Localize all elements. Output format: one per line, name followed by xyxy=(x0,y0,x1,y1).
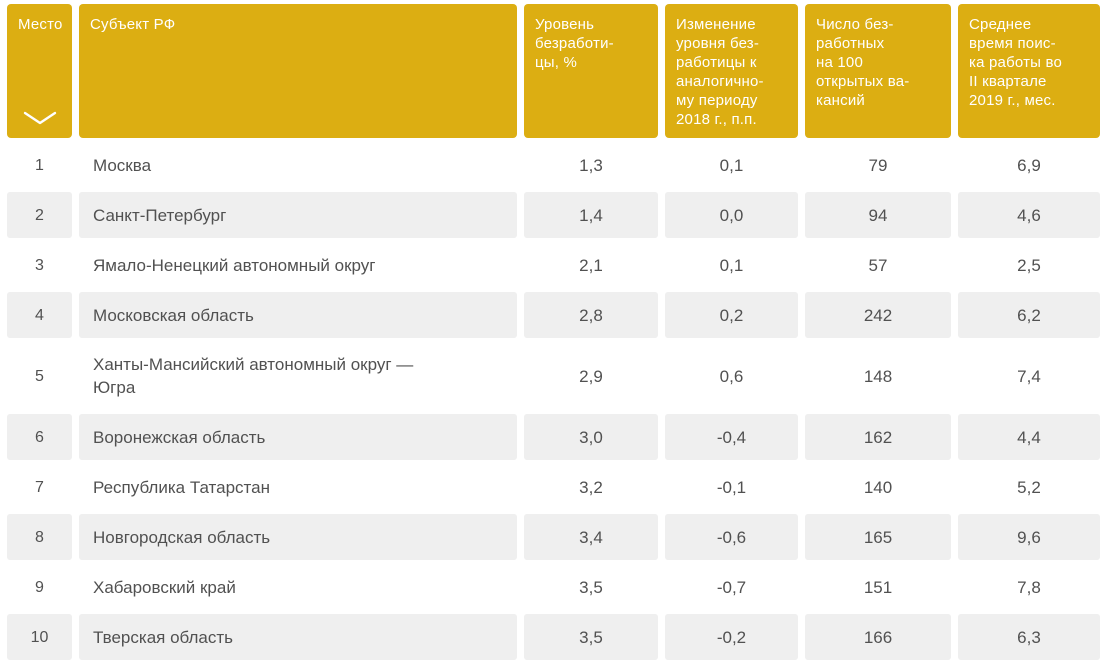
per100-cell: 148 xyxy=(805,342,951,410)
rate-cell: 3,5 xyxy=(524,564,658,610)
table-row: 7 Республика Татарстан 3,2 -0,1 140 5,2 xyxy=(7,464,1100,510)
region-cell: Тверская область xyxy=(79,614,517,660)
change-cell: 0,2 xyxy=(665,292,798,338)
per100-cell: 57 xyxy=(805,242,951,288)
column-header-region[interactable]: Субъект РФ xyxy=(79,4,517,138)
region-cell: Воронежская область xyxy=(79,414,517,460)
table-row: 10 Тверская область 3,5 -0,2 166 6,3 xyxy=(7,614,1100,660)
table-row: 9 Хабаровский край 3,5 -0,7 151 7,8 xyxy=(7,564,1100,610)
region-name: Республика Татарстан xyxy=(93,477,270,497)
change-cell: 0,0 xyxy=(665,192,798,238)
region-cell: Хабаровский край xyxy=(79,564,517,610)
per100-cell: 94 xyxy=(805,192,951,238)
search-time-cell: 4,4 xyxy=(958,414,1100,460)
rate-cell: 2,9 xyxy=(524,342,658,410)
column-header-change-label: Изменение уровня без- работицы к аналоги… xyxy=(676,16,764,128)
place-cell: 10 xyxy=(7,614,72,660)
rate-cell: 1,4 xyxy=(524,192,658,238)
search-time-cell: 5,2 xyxy=(958,464,1100,510)
table-row: 3 Ямало-Ненецкий автономный округ 2,1 0,… xyxy=(7,242,1100,288)
table-row: 1 Москва 1,3 0,1 79 6,9 xyxy=(7,142,1100,188)
place-cell: 1 xyxy=(7,142,72,188)
per100-cell: 242 xyxy=(805,292,951,338)
region-name: Хабаровский край xyxy=(93,577,236,597)
region-cell: Ханты-Мансийский автономный округ — Югра xyxy=(79,342,517,410)
rate-cell: 2,1 xyxy=(524,242,658,288)
search-time-cell: 9,6 xyxy=(958,514,1100,560)
column-header-per100-label: Число без- работных на 100 открытых ва- … xyxy=(816,16,910,109)
rate-cell: 1,3 xyxy=(524,142,658,188)
search-time-cell: 2,5 xyxy=(958,242,1100,288)
column-header-per100[interactable]: Число без- работных на 100 открытых ва- … xyxy=(805,4,951,138)
table-row: 5 Ханты-Мансийский автономный округ — Юг… xyxy=(7,342,1100,410)
region-name: Москва xyxy=(93,155,152,175)
column-header-place-label: Место xyxy=(18,16,63,33)
region-cell: Новгородская область xyxy=(79,514,517,560)
place-cell: 7 xyxy=(7,464,72,510)
rate-cell: 3,2 xyxy=(524,464,658,510)
search-time-cell: 6,3 xyxy=(958,614,1100,660)
change-cell: -0,7 xyxy=(665,564,798,610)
change-cell: -0,1 xyxy=(665,464,798,510)
region-name: Воронежская область xyxy=(93,427,266,447)
change-cell: 0,6 xyxy=(665,342,798,410)
per100-cell: 162 xyxy=(805,414,951,460)
region-name: Санкт-Петербург xyxy=(93,205,227,225)
column-header-rate-label: Уровень безработи- цы, % xyxy=(535,16,614,71)
change-cell: -0,6 xyxy=(665,514,798,560)
search-time-cell: 7,4 xyxy=(958,342,1100,410)
change-cell: 0,1 xyxy=(665,142,798,188)
rate-cell: 3,5 xyxy=(524,614,658,660)
per100-cell: 165 xyxy=(805,514,951,560)
region-name: Ямало-Ненецкий автономный округ xyxy=(93,255,376,275)
column-header-region-label: Субъект РФ xyxy=(90,16,176,33)
table-row: 8 Новгородская область 3,4 -0,6 165 9,6 xyxy=(7,514,1100,560)
search-time-cell: 4,6 xyxy=(958,192,1100,238)
column-header-place[interactable]: Место xyxy=(7,4,72,138)
region-cell: Санкт-Петербург xyxy=(79,192,517,238)
per100-cell: 151 xyxy=(805,564,951,610)
place-cell: 4 xyxy=(7,292,72,338)
chevron-down-icon xyxy=(23,111,57,125)
rate-cell: 3,0 xyxy=(524,414,658,460)
per100-cell: 166 xyxy=(805,614,951,660)
change-cell: -0,2 xyxy=(665,614,798,660)
column-header-search-time[interactable]: Среднее время поис- ка работы во II квар… xyxy=(958,4,1100,138)
region-cell: Республика Татарстан xyxy=(79,464,517,510)
search-time-cell: 6,9 xyxy=(958,142,1100,188)
region-cell: Ямало-Ненецкий автономный округ xyxy=(79,242,517,288)
region-name: Московская область xyxy=(93,305,254,325)
place-cell: 6 xyxy=(7,414,72,460)
place-cell: 8 xyxy=(7,514,72,560)
place-cell: 9 xyxy=(7,564,72,610)
search-time-cell: 7,8 xyxy=(958,564,1100,610)
rate-cell: 3,4 xyxy=(524,514,658,560)
per100-cell: 140 xyxy=(805,464,951,510)
change-cell: 0,1 xyxy=(665,242,798,288)
region-name: Новгородская область xyxy=(93,527,271,547)
place-cell: 5 xyxy=(7,342,72,410)
column-header-rate[interactable]: Уровень безработи- цы, % xyxy=(524,4,658,138)
rate-cell: 2,8 xyxy=(524,292,658,338)
table-row: 2 Санкт-Петербург 1,4 0,0 94 4,6 xyxy=(7,192,1100,238)
table-row: 6 Воронежская область 3,0 -0,4 162 4,4 xyxy=(7,414,1100,460)
column-header-change[interactable]: Изменение уровня без- работицы к аналоги… xyxy=(665,4,798,138)
region-name: Тверская область xyxy=(93,627,234,647)
per100-cell: 79 xyxy=(805,142,951,188)
region-cell: Москва xyxy=(79,142,517,188)
column-header-search-time-label: Среднее время поис- ка работы во II квар… xyxy=(969,16,1063,109)
table-row: 4 Московская область 2,8 0,2 242 6,2 xyxy=(7,292,1100,338)
change-cell: -0,4 xyxy=(665,414,798,460)
place-cell: 2 xyxy=(7,192,72,238)
region-cell: Московская область xyxy=(79,292,517,338)
region-name: Ханты-Мансийский автономный округ — Югра xyxy=(93,355,414,397)
header-row: Место Субъект РФ Уровень безработи- цы, … xyxy=(7,4,1100,138)
search-time-cell: 6,2 xyxy=(958,292,1100,338)
place-cell: 3 xyxy=(7,242,72,288)
